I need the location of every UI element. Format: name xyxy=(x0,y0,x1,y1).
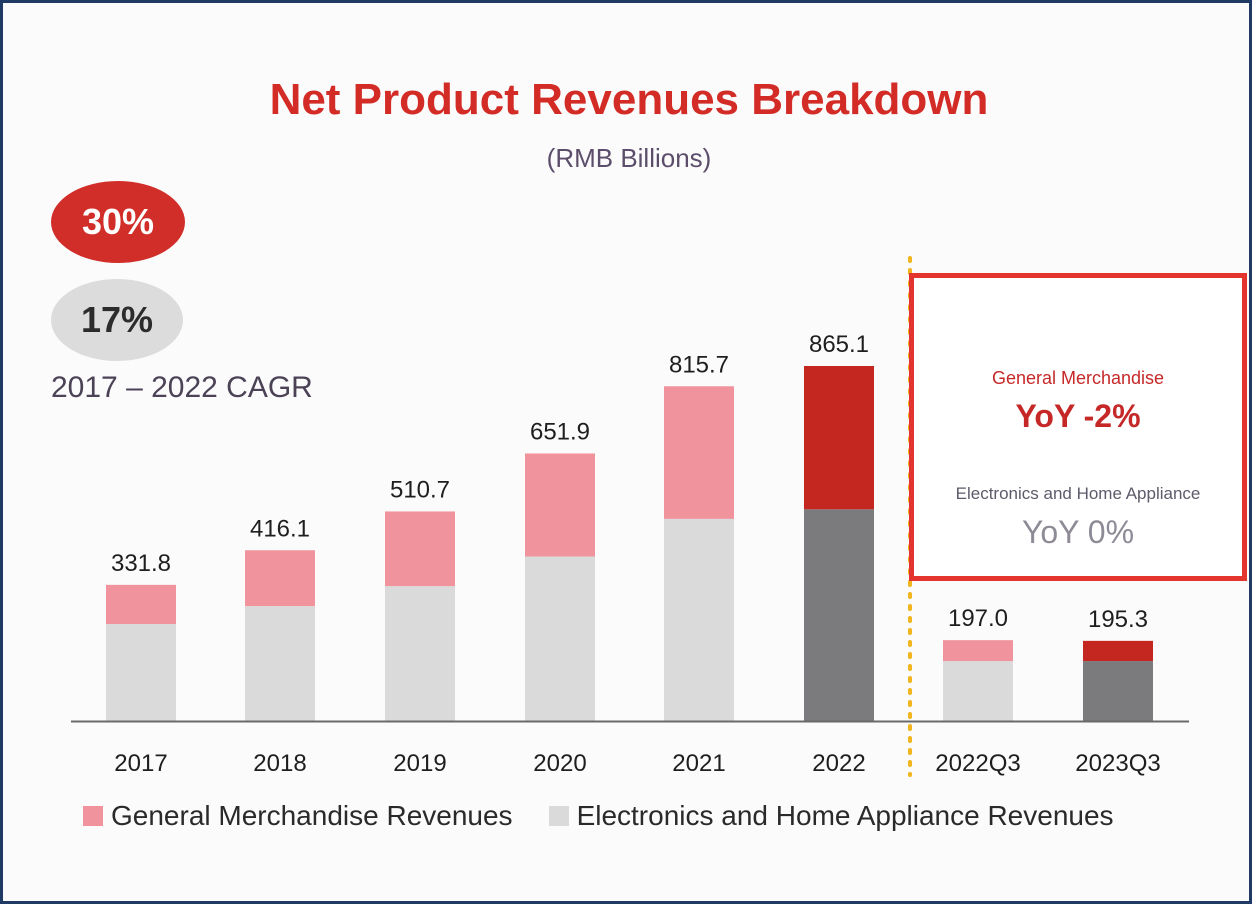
bar-segment-2023Q3-general-merchandise xyxy=(1083,640,1153,662)
total-label-2020: 651.9 xyxy=(530,418,590,445)
bar-segment-2017-general-merchandise xyxy=(106,584,176,625)
legend-swatch-general-merchandise xyxy=(83,806,103,826)
bar-segment-2021-general-merchandise xyxy=(664,386,734,519)
x-tick-2020: 2020 xyxy=(533,750,586,777)
bar-chart: 331.8 2017 416.1 2018 510.7 2019 651.9 2020 815.… xyxy=(71,256,1189,777)
bar-segment-2020-general-merchandise xyxy=(525,453,595,557)
bar-segment-2022-general-merchandise xyxy=(804,366,874,510)
bar-segment-2019-general-merchandise xyxy=(385,511,455,587)
chart-legend: General Merchandise Revenues Electronics… xyxy=(83,798,1150,834)
cagr-electronics-badge: 17% xyxy=(51,279,183,361)
callout-gm-yoy: YoY -2% xyxy=(1015,398,1141,434)
x-tick-2022Q3: 2022Q3 xyxy=(935,750,1020,777)
bar-segment-2021-electronics xyxy=(664,518,734,721)
chart-subtitle: (RMB Billions) xyxy=(546,143,712,173)
x-tick-2021: 2021 xyxy=(672,750,725,777)
cagr-general-merchandise-badge: 30% xyxy=(51,181,185,263)
bar-segment-2018-electronics xyxy=(245,606,315,721)
x-tick-2019: 2019 xyxy=(393,750,446,777)
bar-segment-2018-general-merchandise xyxy=(245,550,315,607)
bar-segment-2017-electronics xyxy=(106,624,176,721)
total-label-2021: 815.7 xyxy=(669,351,729,378)
x-tick-2017: 2017 xyxy=(114,750,167,777)
total-label-2019: 510.7 xyxy=(390,476,450,503)
bar-segment-2022-electronics xyxy=(804,509,874,721)
legend-item-electronics: Electronics and Home Appliance Revenues xyxy=(548,800,1114,832)
yoy-callout-box: General Merchandise YoY -2% Electronics … xyxy=(909,273,1247,581)
x-tick-2023Q3: 2023Q3 xyxy=(1075,750,1160,777)
chart-title: Net Product Revenues Breakdown xyxy=(269,75,989,124)
legend-label-general-merchandise: General Merchandise Revenues xyxy=(111,800,513,831)
total-label-2022: 865.1 xyxy=(809,331,869,358)
callout-gm-label: General Merchandise xyxy=(991,368,1165,388)
bar-segment-2023Q3-electronics xyxy=(1083,661,1153,721)
bar-segment-2020-electronics xyxy=(525,556,595,721)
total-label-2022Q3: 197.0 xyxy=(948,605,1008,632)
total-label-2023Q3: 195.3 xyxy=(1088,606,1148,633)
legend-label-electronics: Electronics and Home Appliance Revenues xyxy=(576,800,1114,831)
legend-item-general-merchandise: General Merchandise Revenues xyxy=(83,800,513,832)
bar-segment-2022Q3-electronics xyxy=(943,661,1013,721)
legend-swatch-electronics xyxy=(548,806,569,826)
total-label-2017: 331.8 xyxy=(111,550,171,577)
bar-segment-2019-electronics xyxy=(385,586,455,721)
x-tick-2018: 2018 xyxy=(253,750,306,777)
cagr-period-label: 2017 – 2022 CAGR xyxy=(51,371,313,404)
x-tick-2022: 2022 xyxy=(812,750,865,777)
callout-ea-label: Electronics and Home Appliance xyxy=(955,484,1201,503)
bar-segment-2022Q3-general-merchandise xyxy=(943,640,1013,662)
total-label-2018: 416.1 xyxy=(250,515,310,542)
callout-ea-yoy: YoY 0% xyxy=(1021,514,1135,550)
